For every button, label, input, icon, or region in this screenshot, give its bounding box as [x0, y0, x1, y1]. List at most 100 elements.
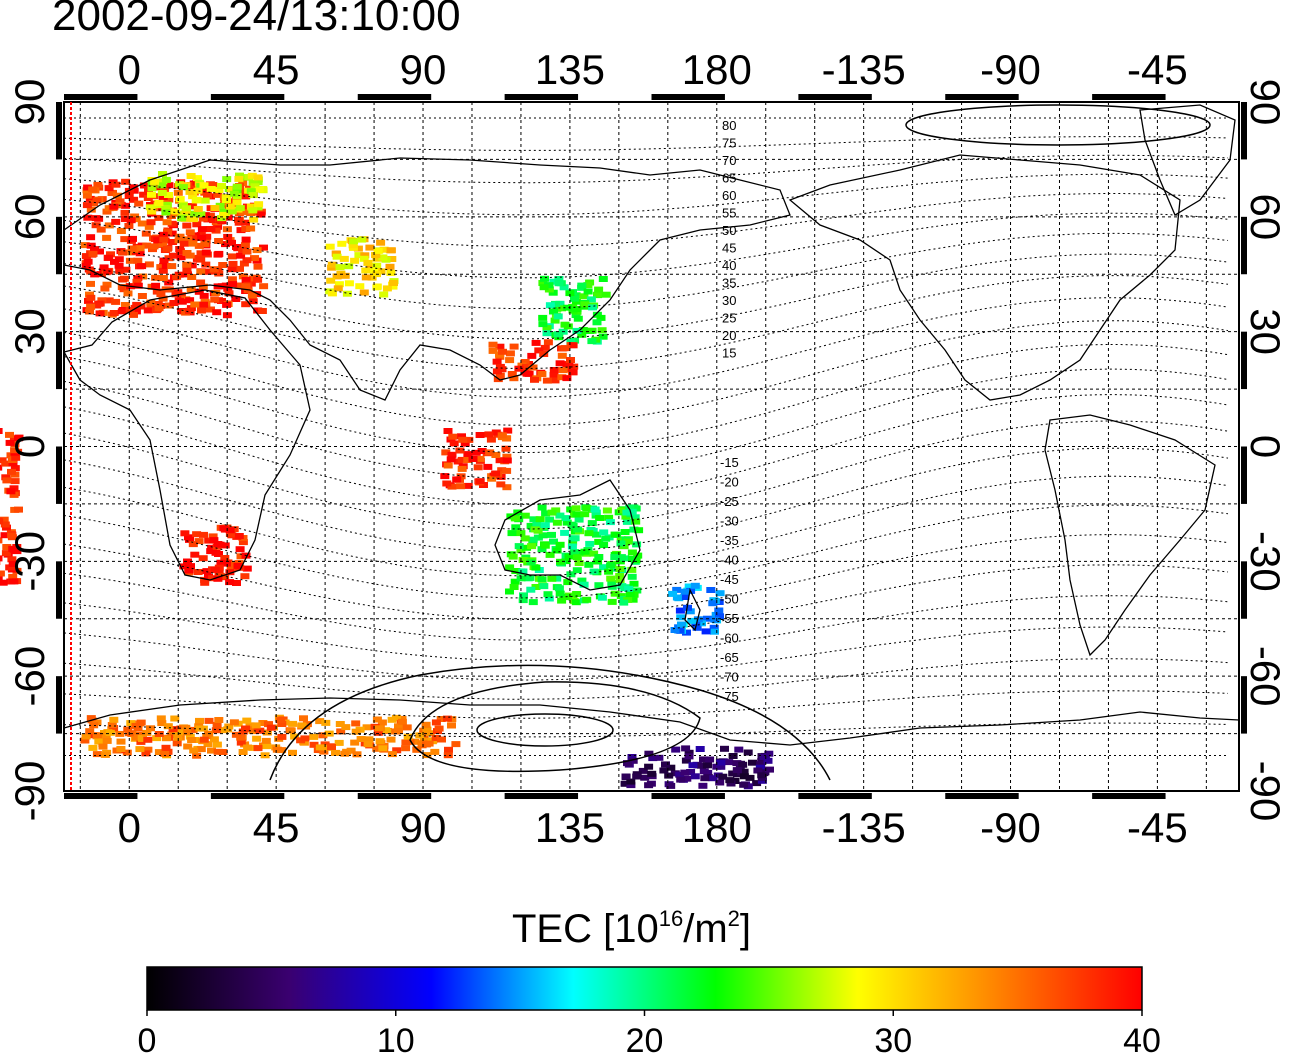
tec-cell: [757, 772, 767, 779]
tec-cell: [745, 774, 755, 781]
tec-cell: [250, 255, 259, 262]
tec-cell: [538, 321, 548, 328]
lat-tick-left: -90: [6, 761, 53, 822]
tec-cell: [648, 755, 658, 762]
tec-cell: [220, 542, 230, 549]
tec-cell: [105, 729, 115, 736]
tec-cell: [193, 206, 203, 212]
tec-cell: [447, 722, 456, 729]
tec-cell: [211, 727, 221, 734]
tec-cell: [10, 478, 20, 485]
tec-cell: [224, 723, 234, 730]
tec-cell: [252, 735, 262, 742]
tec-cell: [516, 547, 526, 554]
tec-cell: [254, 186, 264, 193]
tec-cell: [111, 298, 121, 305]
tec-cell: [234, 175, 244, 182]
tec-cell: [10, 465, 20, 472]
tec-cell: [654, 754, 664, 761]
tec-cell: [601, 535, 611, 542]
tec-cell: [161, 263, 171, 269]
tec-cell: [133, 275, 143, 282]
tec-cell: [183, 236, 193, 243]
tec-cell: [553, 331, 563, 338]
tec-cell: [457, 433, 466, 440]
tec-cell: [670, 627, 680, 633]
tec-cell: [238, 539, 248, 546]
tec-cell: [221, 241, 230, 248]
tec-cell: [531, 339, 541, 346]
lat-tick-right: 90: [1242, 79, 1289, 126]
tec-cell: [587, 520, 597, 527]
tec-cell: [659, 767, 669, 774]
tec-cell: [392, 747, 402, 754]
tec-cell: [558, 367, 568, 374]
tec-cell: [225, 579, 235, 586]
tec-cell: [628, 757, 638, 764]
tec-cell: [560, 529, 570, 536]
tec-cell: [97, 297, 107, 304]
tec-cell: [378, 254, 388, 261]
tec-cell: [680, 594, 690, 600]
tec-cell: [520, 512, 530, 519]
tec-cell: [241, 277, 251, 283]
border-bar-bottom: [651, 793, 725, 799]
tec-cell: [527, 352, 537, 359]
tec-cell: [475, 478, 485, 485]
tec-cell: [213, 575, 223, 582]
tec-cell: [625, 591, 635, 598]
tec-cell: [528, 536, 538, 543]
tec-cell: [610, 531, 620, 538]
tec-cell: [103, 268, 113, 275]
tec-cell: [675, 607, 685, 614]
tec-cell: [457, 465, 467, 472]
tec-cell: [157, 190, 167, 196]
tec-cell: [188, 193, 198, 200]
tec-cell: [232, 183, 242, 190]
tec-cell: [130, 213, 140, 220]
tec-cell: [227, 239, 236, 246]
tec-cell: [219, 525, 229, 532]
tec-cell: [225, 569, 235, 576]
tec-cell: [224, 290, 234, 297]
tec-cell: [106, 251, 115, 258]
tec-cell: [185, 188, 195, 195]
tec-cell: [397, 718, 407, 725]
tec-cell: [257, 308, 267, 314]
tec-cell: [232, 244, 241, 250]
coast-australia: [494, 479, 641, 591]
tec-cell: [217, 215, 227, 222]
tec-cell: [185, 536, 194, 543]
tec-cell: [522, 544, 532, 551]
contour-line: [63, 212, 1229, 279]
tec-cell: [584, 530, 594, 537]
tec-cell: [309, 733, 319, 740]
tec-cell: [628, 556, 637, 562]
tec-cell: [6, 488, 16, 495]
tec-cell: [531, 564, 541, 571]
tec-cell: [351, 728, 361, 735]
tec-cell: [234, 533, 244, 539]
tec-cell: [630, 514, 640, 521]
tec-cell: [492, 358, 502, 365]
tec-cell: [193, 187, 203, 194]
tec-cell: [327, 290, 337, 297]
tec-cell: [471, 449, 481, 456]
tec-cell: [128, 235, 137, 242]
tec-cell: [213, 191, 223, 198]
border-bar-right: [1241, 216, 1247, 275]
colorbar-tick-label: 30: [874, 1022, 912, 1057]
tec-cell: [86, 294, 96, 301]
tec-cell: [95, 310, 105, 317]
tec-cell: [547, 575, 557, 582]
figure-title: 2002-09-24/13:10:00: [52, 0, 461, 40]
tec-cell: [186, 182, 196, 188]
tec-cell: [102, 281, 112, 288]
tec-cell: [137, 220, 147, 227]
tec-cell: [592, 531, 601, 538]
contour-label: 35: [722, 276, 736, 291]
tec-cell: [386, 736, 396, 743]
tec-cell: [187, 737, 197, 743]
contour-label: -70: [720, 670, 739, 685]
